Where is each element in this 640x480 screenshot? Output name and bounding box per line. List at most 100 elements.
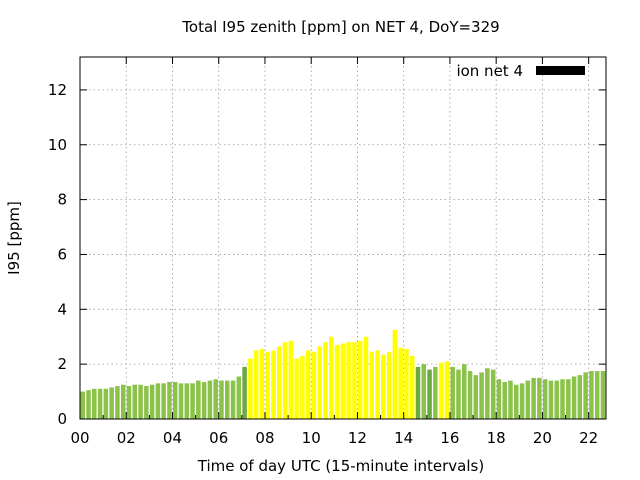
bar: [190, 383, 195, 419]
bar: [594, 371, 600, 419]
bar: [109, 387, 114, 419]
bar: [259, 349, 265, 419]
bar: [525, 380, 531, 419]
bar: [282, 342, 288, 419]
bar: [490, 369, 496, 419]
bar: [236, 376, 242, 419]
bar: [277, 346, 282, 419]
bar: [542, 379, 548, 419]
bar: [352, 342, 357, 419]
bar: [409, 355, 415, 419]
bar: [86, 390, 91, 419]
bar: [548, 380, 554, 419]
bar: [253, 350, 259, 419]
bar: [207, 380, 213, 419]
bar: [178, 383, 184, 419]
bar: [115, 386, 120, 419]
bar: [334, 344, 340, 419]
bar: [571, 376, 577, 419]
bar: [225, 380, 230, 419]
x-tick-label: 02: [117, 429, 136, 447]
bar: [496, 379, 502, 419]
bar: [473, 375, 479, 419]
bar: [485, 368, 490, 419]
y-tick-label: 8: [57, 191, 67, 209]
bar: [583, 372, 588, 419]
bar: [450, 366, 455, 419]
legend: ion net 4: [456, 62, 585, 80]
x-tick-label: 14: [394, 429, 413, 447]
x-tick-label: 12: [348, 429, 367, 447]
x-tick-label: 04: [163, 429, 182, 447]
bar: [265, 351, 270, 419]
legend-label: ion net 4: [456, 62, 523, 80]
bar: [172, 381, 178, 419]
bar: [317, 346, 322, 419]
bar: [519, 383, 525, 419]
bar: [577, 375, 583, 419]
bar: [461, 364, 467, 419]
bar: [305, 350, 311, 419]
bar: [508, 380, 513, 419]
bar: [537, 377, 542, 419]
bar: [346, 342, 351, 419]
x-ticks: 00 02 04 06 08 10 12 14 16 18 20 22: [70, 57, 598, 447]
bar: [144, 386, 149, 419]
y-ticks: 0 2 4 6 8 10 12: [48, 81, 606, 428]
y-tick-label: 12: [48, 81, 67, 99]
bar: [92, 388, 97, 419]
bar: [566, 379, 571, 419]
bar: [427, 369, 432, 419]
bar: [554, 380, 559, 419]
legend-swatch: [536, 66, 585, 75]
bar: [103, 388, 109, 419]
bar: [456, 369, 461, 419]
y-axis-label: I95 [ppm]: [5, 201, 23, 275]
bar: [213, 379, 218, 419]
bar: [392, 329, 398, 419]
bar: [184, 383, 190, 419]
bar: [126, 386, 132, 419]
bar: [381, 354, 386, 419]
bar: [288, 340, 294, 419]
bar: [433, 366, 438, 419]
bar: [340, 343, 346, 419]
bar: [167, 381, 172, 419]
bar: [386, 351, 392, 419]
bar: [230, 380, 236, 419]
bar: [438, 362, 444, 419]
bar: [531, 377, 536, 419]
bar: [444, 361, 450, 419]
bar: [294, 358, 299, 419]
x-tick-label: 22: [579, 429, 598, 447]
bar: [155, 383, 161, 419]
x-tick-label: 00: [70, 429, 89, 447]
grid: [80, 57, 606, 419]
bar: [375, 350, 380, 419]
bar: [589, 371, 594, 419]
y-tick-label: 10: [48, 136, 67, 154]
x-axis-label: Time of day UTC (15-minute intervals): [197, 457, 484, 475]
bar: [248, 358, 253, 419]
bar: [138, 384, 143, 419]
bar: [201, 381, 207, 419]
bar: [467, 371, 473, 419]
bar: [329, 336, 334, 419]
bar: [600, 371, 606, 419]
bar: [421, 364, 427, 419]
bar: [120, 384, 126, 419]
x-tick-label: 20: [533, 429, 552, 447]
bar: [161, 383, 166, 419]
bar: [415, 366, 421, 419]
y-tick-label: 2: [57, 355, 67, 373]
y-tick-label: 4: [57, 300, 67, 318]
bar: [560, 379, 565, 419]
bar: [357, 340, 363, 419]
bar: [149, 384, 155, 419]
x-tick-label: 06: [209, 429, 228, 447]
bar: [323, 342, 328, 419]
y-tick-label: 0: [57, 410, 67, 428]
bar: [300, 355, 305, 419]
x-tick-label: 16: [440, 429, 459, 447]
